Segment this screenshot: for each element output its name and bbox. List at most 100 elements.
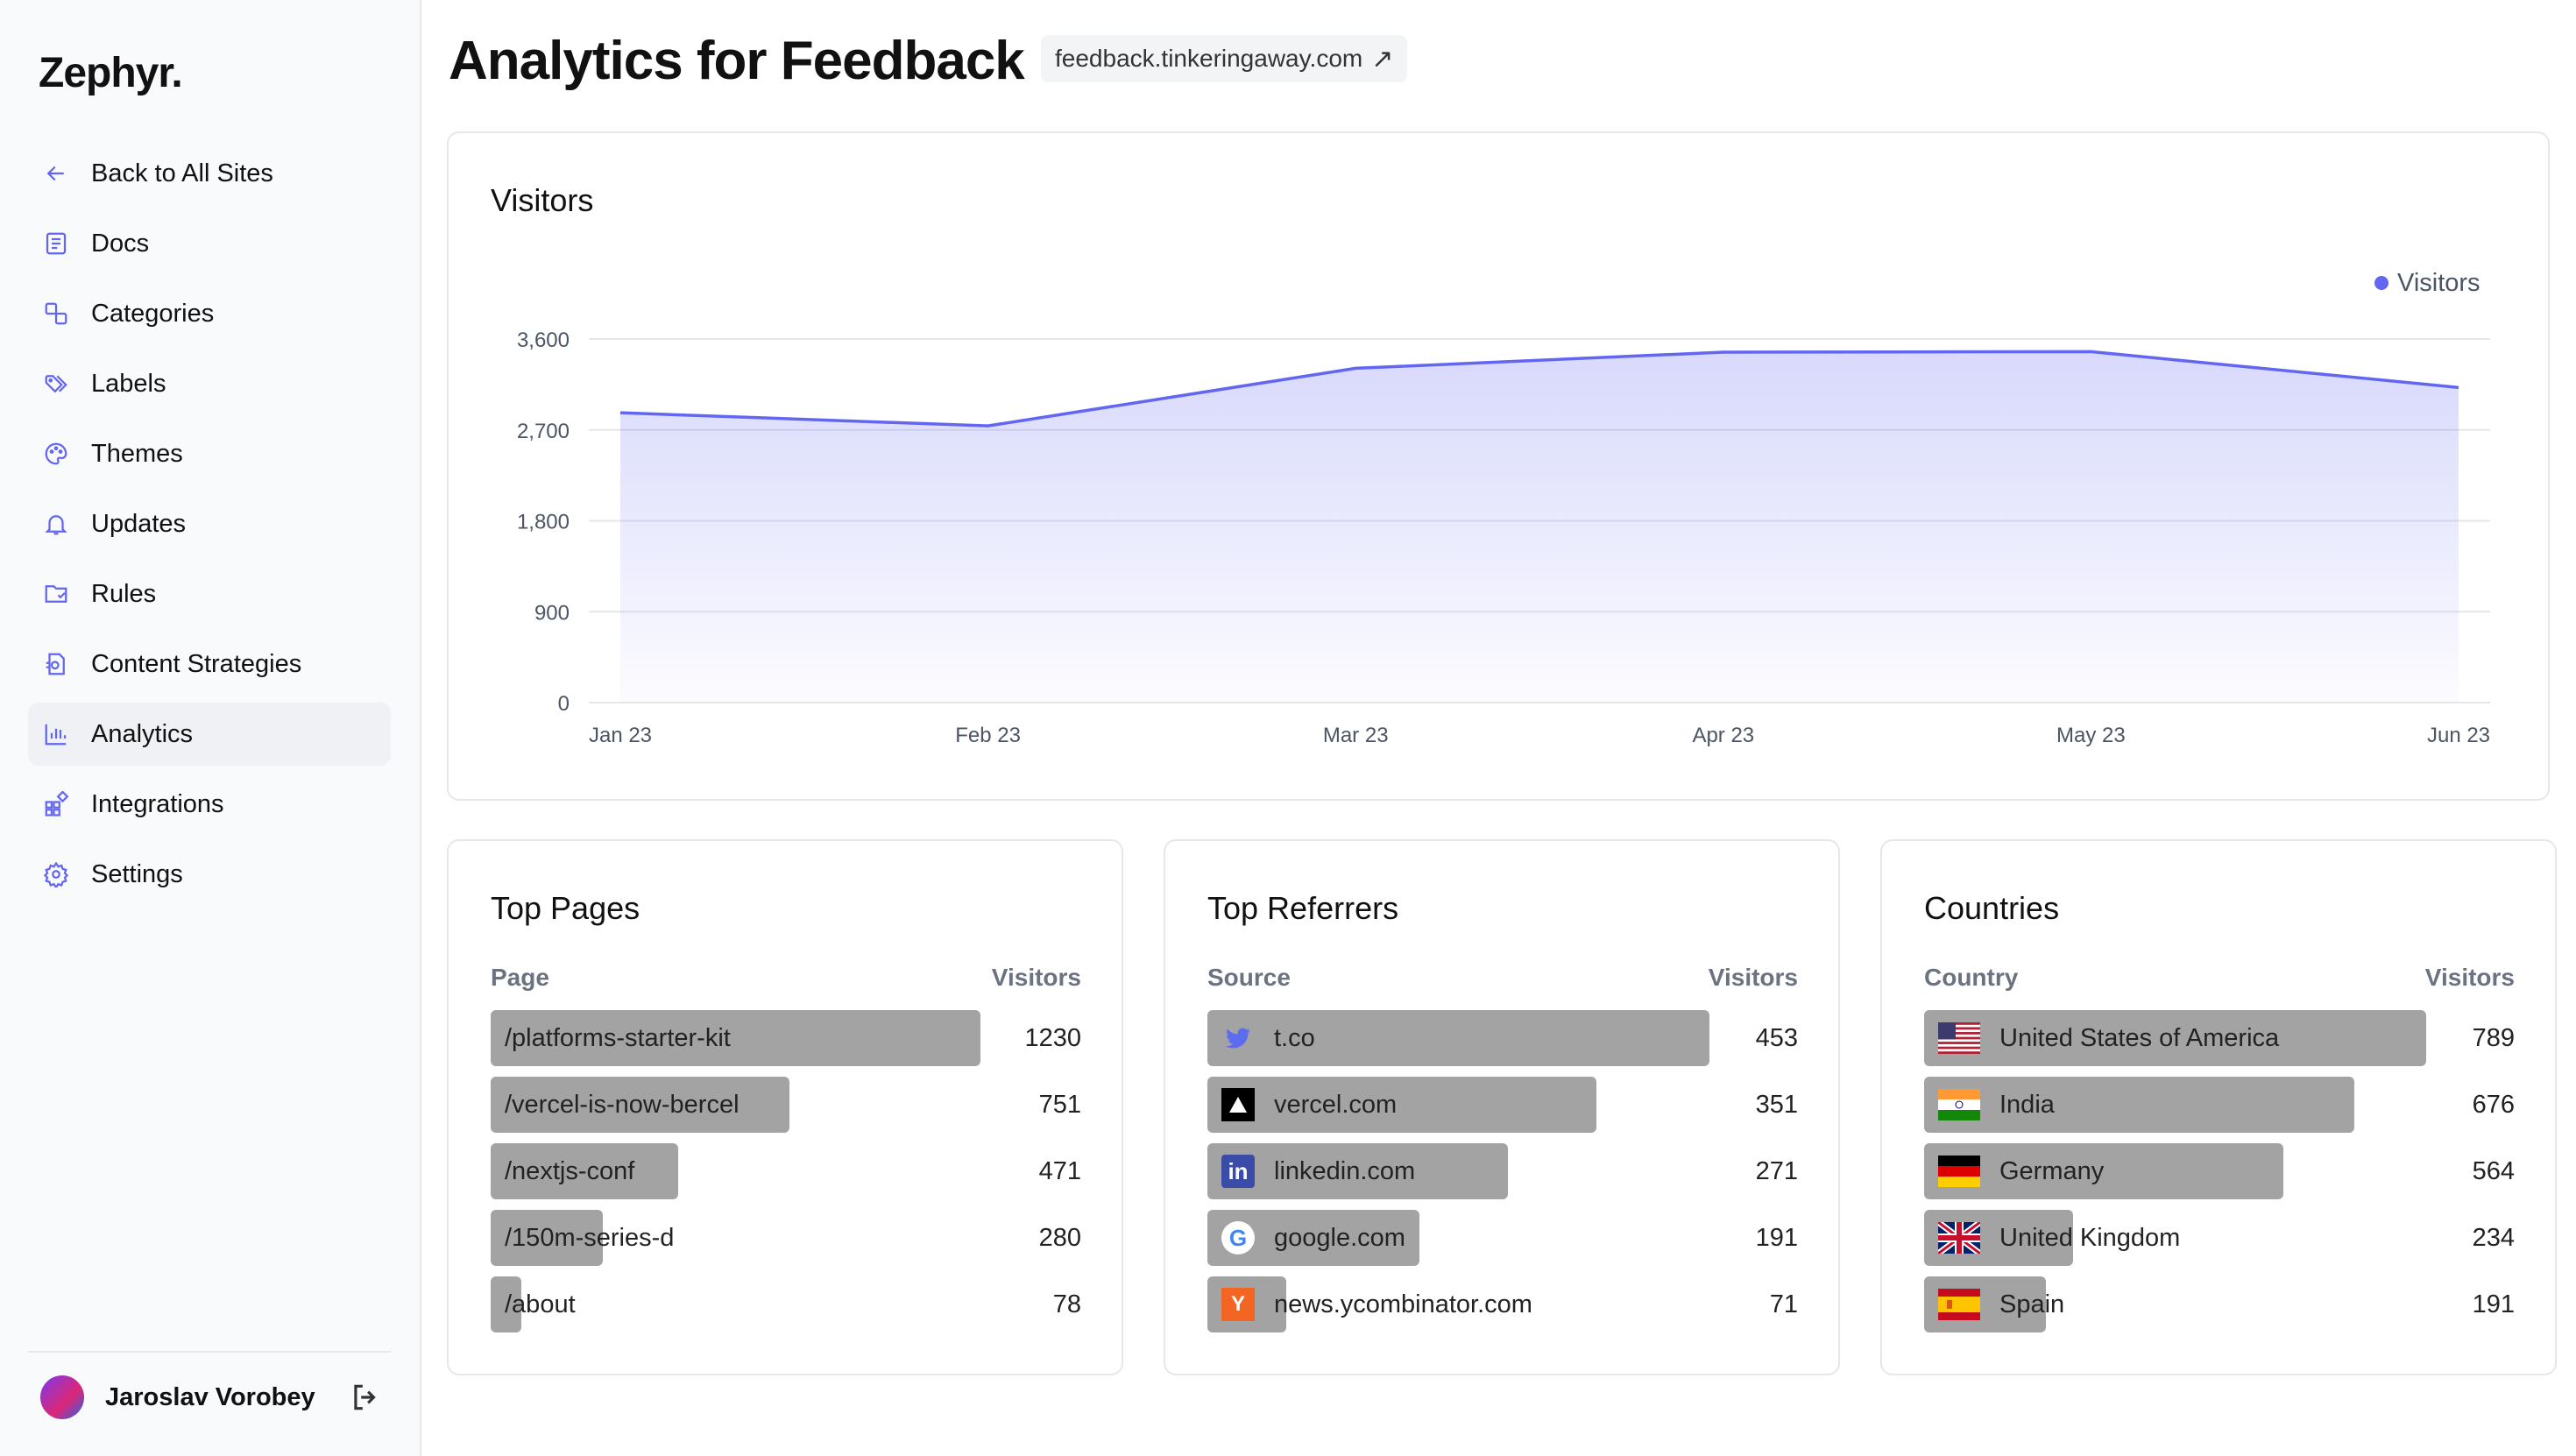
tags-icon — [42, 370, 70, 398]
ycombinator-icon: Y — [1221, 1288, 1255, 1321]
table-row[interactable]: /about 78 — [491, 1276, 1081, 1332]
table-row[interactable]: /vercel-is-now-bercel 751 — [491, 1077, 1081, 1133]
y-tick-label: 0 — [558, 692, 570, 716]
row-value: 471 — [1038, 1156, 1081, 1185]
row-label-text: United States of America — [1999, 1023, 2280, 1052]
countries-title: Countries — [1924, 890, 2060, 926]
table-row[interactable]: in linkedin.com 271 — [1207, 1143, 1798, 1199]
app-logo[interactable]: Zephyr. — [39, 50, 183, 96]
row-bar — [1207, 1143, 1508, 1199]
bell-icon — [42, 510, 70, 538]
flag-us-icon — [1938, 1022, 1980, 1054]
legend-dot — [2374, 276, 2388, 290]
user-profile[interactable]: Jaroslav Vorobey — [40, 1375, 315, 1419]
sidebar-item-analytics[interactable]: Analytics — [28, 703, 391, 766]
row-value: 78 — [1052, 1290, 1081, 1318]
table-row[interactable]: Spain 191 — [1924, 1276, 2515, 1332]
table-row[interactable]: India 676 — [1924, 1077, 2515, 1133]
sidebar-item-rules[interactable]: Rules — [28, 562, 391, 626]
twitter-icon — [1221, 1021, 1255, 1055]
vercel-icon — [1221, 1088, 1255, 1121]
table-row[interactable]: Germany 564 — [1924, 1143, 2515, 1199]
row-bar — [1924, 1010, 2426, 1066]
countries-card: Countries Country Visitors United States… — [1880, 839, 2557, 1375]
row-label: India — [1924, 1089, 2055, 1120]
table-row[interactable]: vercel.com 351 — [1207, 1077, 1798, 1133]
row-bar — [491, 1143, 679, 1199]
sidebar-item-themes[interactable]: Themes — [28, 422, 391, 485]
column-header-page: Page — [491, 964, 549, 991]
sidebar-item-labels[interactable]: Labels — [28, 352, 391, 415]
column-header-source: Source — [1207, 964, 1291, 991]
external-link-icon: ↗ — [1371, 44, 1394, 74]
row-value: 234 — [2472, 1223, 2515, 1252]
legend-label: Visitors — [2397, 269, 2480, 297]
column-header-visitors: Visitors — [1708, 964, 1798, 991]
sidebar-item-content-strategies[interactable]: Content Strategies — [28, 633, 391, 696]
sidebar-item-label: Docs — [91, 229, 150, 258]
column-header-visitors: Visitors — [2424, 964, 2515, 991]
row-label: /nextjs-conf — [491, 1157, 634, 1186]
row-label-text: /150m-series-d — [505, 1223, 675, 1252]
table-row[interactable]: /nextjs-conf 471 — [491, 1143, 1081, 1199]
x-tick-label: May 23 — [2056, 724, 2126, 747]
logout-icon[interactable] — [349, 1381, 382, 1414]
row-label: /platforms-starter-kit — [491, 1024, 731, 1053]
row-value: 751 — [1038, 1090, 1081, 1119]
row-label: Spain — [1924, 1289, 2064, 1320]
row-label: United Kingdom — [1924, 1219, 2180, 1256]
row-label-text: /about — [505, 1290, 576, 1318]
row-value: 191 — [2472, 1290, 2515, 1318]
bar-chart-icon — [42, 720, 70, 748]
row-value: 676 — [2472, 1090, 2515, 1119]
table-row[interactable]: t.co 453 — [1207, 1010, 1798, 1066]
visitors-line — [619, 350, 2459, 428]
row-bar — [491, 1276, 522, 1332]
sidebar-item-settings[interactable]: Settings — [28, 843, 391, 906]
row-label: /150m-series-d — [491, 1224, 674, 1253]
row-label: Germany — [1924, 1156, 2104, 1187]
sidebar-item-updates[interactable]: Updates — [28, 492, 391, 555]
top-referrers-header: Source Visitors — [1207, 964, 1798, 992]
row-value: 564 — [2472, 1156, 2515, 1185]
sidebar-item-categories[interactable]: Categories — [28, 282, 391, 345]
row-label-text: vercel.com — [1274, 1090, 1398, 1119]
categories-icon — [42, 300, 70, 328]
row-value: 1230 — [1024, 1023, 1081, 1052]
row-value: 280 — [1038, 1223, 1081, 1252]
top-referrers-title: Top Referrers — [1207, 890, 1399, 926]
sidebar-item-back[interactable]: Back to All Sites — [28, 142, 391, 205]
flag-de-icon — [1938, 1156, 1980, 1187]
table-row[interactable]: United States of America 789 — [1924, 1010, 2515, 1066]
y-tick-label: 3,600 — [517, 329, 570, 352]
strategy-icon — [42, 650, 70, 678]
row-bar — [491, 1010, 981, 1066]
flag-gb-icon — [1936, 1219, 1983, 1256]
google-icon: G — [1221, 1221, 1255, 1255]
table-row[interactable]: United Kingdom 234 — [1924, 1210, 2515, 1266]
linkedin-icon: in — [1221, 1155, 1255, 1188]
row-bar — [1924, 1077, 2354, 1133]
sidebar-item-label: Themes — [91, 439, 183, 468]
row-label-text: India — [1999, 1090, 2055, 1119]
row-label-text: t.co — [1274, 1023, 1315, 1052]
sidebar-item-label: Content Strategies — [91, 649, 302, 678]
row-label: United States of America — [1924, 1022, 2279, 1054]
sidebar-item-label: Updates — [91, 509, 187, 538]
x-tick-label: Jan 23 — [589, 724, 652, 747]
sidebar-item-label: Settings — [91, 859, 183, 888]
row-bar — [1207, 1010, 1709, 1066]
table-row[interactable]: /platforms-starter-kit 1230 — [491, 1010, 1081, 1066]
table-row[interactable]: /150m-series-d 280 — [491, 1210, 1081, 1266]
sidebar-item-integrations[interactable]: Integrations — [28, 773, 391, 836]
x-tick-label: Mar 23 — [1323, 724, 1389, 747]
sidebar-nav: Back to All Sites Docs Categories Labels… — [28, 142, 391, 913]
top-pages-card: Top Pages Page Visitors /platforms-start… — [447, 839, 1123, 1375]
user-name: Jaroslav Vorobey — [105, 1382, 315, 1411]
site-link[interactable]: feedback.tinkeringaway.com ↗ — [1041, 35, 1408, 82]
sidebar-item-docs[interactable]: Docs — [28, 212, 391, 275]
x-tick-label: Apr 23 — [1692, 724, 1754, 747]
